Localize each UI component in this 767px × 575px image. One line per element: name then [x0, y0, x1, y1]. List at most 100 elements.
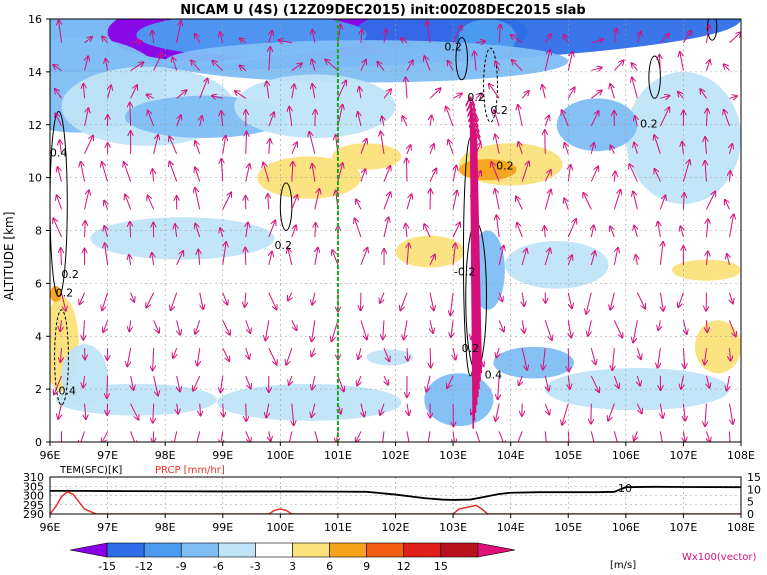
colorbar-label: 12: [397, 560, 411, 573]
wind-field-plot: [50, 19, 741, 442]
wind-vector: [516, 196, 523, 210]
temp-axis-label: 305: [23, 480, 44, 493]
wind-vector: [729, 292, 732, 304]
wind-vector: [53, 65, 62, 71]
wind-vector: [635, 116, 637, 127]
contour-label: 0.2: [56, 287, 74, 300]
wind-vector: [447, 375, 454, 388]
wind-vector: [611, 145, 615, 155]
wind-vector: [430, 144, 434, 155]
wind-vector: [291, 225, 296, 238]
wind-vector: [130, 431, 136, 442]
wind-vector: [544, 170, 551, 182]
wind-vector: [360, 320, 367, 339]
wind-vector: [171, 292, 178, 311]
surface-gridlines: [50, 477, 741, 514]
wind-vector: [636, 292, 645, 309]
wind-vector: [221, 111, 223, 127]
wind-vector: [407, 244, 409, 265]
wind-vector: [565, 143, 569, 154]
contour-label: 0.2: [640, 117, 658, 130]
shade-region: [424, 373, 494, 427]
contour-label: 0.2: [274, 239, 292, 252]
wind-vector: [198, 250, 199, 265]
wind-vector: [706, 192, 715, 210]
colorbar-swatch: [292, 542, 330, 558]
wind-vector: [152, 31, 154, 43]
wind-vector: [633, 320, 638, 342]
wind-vector: [315, 223, 316, 238]
wind-vector: [176, 115, 181, 127]
colorbar-swatch: [106, 542, 145, 558]
wind-vector: [102, 162, 109, 182]
colorbar-label: 9: [363, 560, 370, 573]
wind-vector: [60, 140, 62, 154]
wind-vector: [728, 431, 731, 442]
y-tick-label: 8: [35, 225, 42, 238]
wind-vector: [59, 20, 62, 43]
wind-vector: [61, 292, 66, 311]
wind-vector: [221, 159, 222, 182]
wind-vector: [660, 403, 662, 418]
wind-vector: [568, 165, 570, 182]
surface-x-tick-label: 96E: [40, 521, 61, 534]
shade-region: [366, 349, 413, 366]
wind-vector: [212, 96, 223, 99]
wind-vector: [704, 348, 706, 364]
wind-vector: [278, 40, 292, 43]
wind-vector: [107, 375, 108, 398]
wind-vector: [222, 193, 231, 210]
wind-vector: [356, 199, 362, 210]
surface-x-tick-label: 101E: [324, 521, 352, 534]
wind-vector: [563, 35, 569, 44]
wind-vector: [102, 36, 108, 44]
colorbar-swatch: [180, 542, 219, 558]
wind-vector: [268, 347, 277, 364]
wind-vector: [498, 320, 504, 331]
y-tick-label: 10: [28, 172, 42, 185]
wind-vector: [382, 431, 384, 442]
wind-vector: [568, 320, 571, 337]
wind-vector: [83, 320, 84, 339]
wind-vector: [245, 164, 250, 182]
wind-vector: [729, 144, 732, 154]
wind-vector: [562, 110, 569, 127]
colorbar-label: -12: [135, 560, 153, 573]
wind-vector: [518, 142, 522, 154]
wind-vector: [269, 47, 270, 71]
wind-vector: [235, 91, 247, 99]
wind-vector: [105, 59, 107, 71]
wind-vector: [246, 132, 247, 154]
wind-vector: [147, 95, 154, 99]
wind-vector: [288, 292, 292, 301]
wind-vector: [728, 403, 732, 424]
wind-vector: [103, 320, 109, 332]
wind-vector: [452, 26, 462, 44]
wind-vector: [220, 375, 222, 392]
wind-vector: [614, 172, 615, 182]
colorbar-label: -6: [213, 560, 224, 573]
wind-vector: [562, 403, 569, 425]
wind-vector: [591, 251, 595, 265]
wind-vector: [448, 140, 454, 154]
wind-vector: [58, 167, 62, 182]
wind-vector: [660, 431, 663, 442]
wind-vector: [590, 375, 599, 392]
shade-region: [55, 383, 217, 416]
wind-vector: [195, 320, 201, 333]
wind-vector: [130, 222, 131, 238]
temperature-line: [50, 485, 741, 501]
wind-vector: [568, 255, 572, 266]
wind-vector: [223, 403, 224, 417]
wind-vector: [590, 111, 598, 127]
wind-vector: [130, 85, 137, 99]
wind-vector: [245, 248, 246, 265]
wind-vector: [177, 403, 178, 414]
wind-vector: [544, 248, 550, 266]
shade-region: [395, 235, 465, 268]
colorbar-swatch: [218, 542, 256, 558]
colorbar-swatch: [477, 542, 516, 558]
precipitation-line: [50, 490, 741, 514]
wind-vector: [266, 403, 269, 418]
wind-vector: [195, 188, 201, 210]
